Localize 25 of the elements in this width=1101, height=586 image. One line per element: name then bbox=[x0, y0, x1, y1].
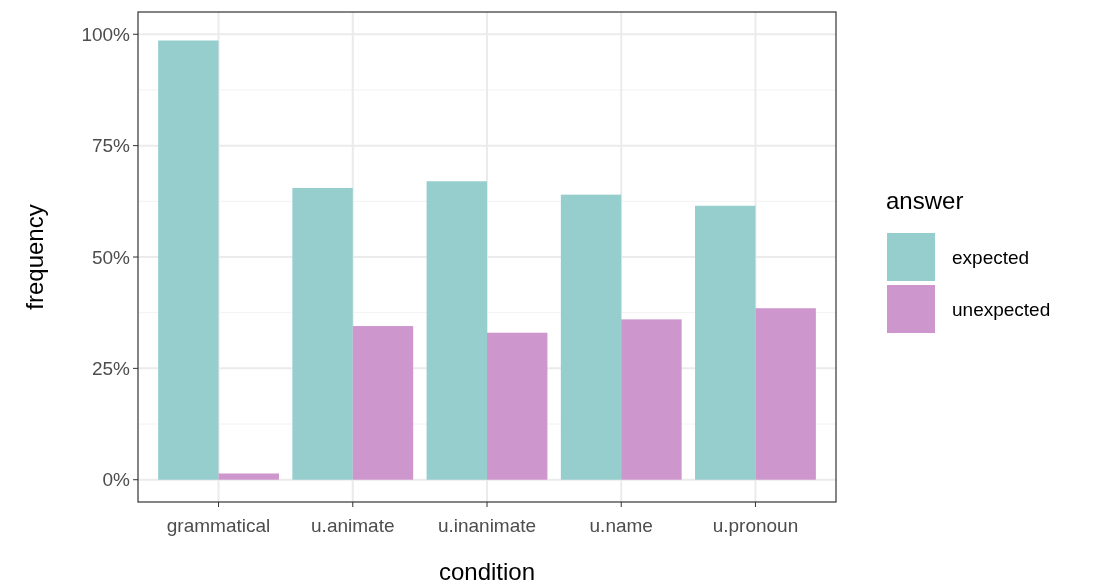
y-tick-label: 50% bbox=[91, 246, 131, 268]
bar bbox=[292, 187, 353, 480]
bar bbox=[695, 205, 756, 480]
x-tick-label: u.inanimate bbox=[437, 515, 537, 536]
bar bbox=[755, 308, 816, 480]
y-tick-label: 0% bbox=[102, 469, 131, 491]
bar bbox=[426, 181, 487, 480]
y-tick-label: 100% bbox=[81, 23, 131, 45]
text: expected bbox=[952, 246, 1030, 268]
bar bbox=[560, 194, 622, 480]
bar bbox=[158, 40, 219, 480]
bar bbox=[621, 319, 682, 480]
x-axis-title: condition bbox=[438, 558, 536, 585]
y-tick-label: 25% bbox=[91, 358, 131, 380]
y-tick-label: 75% bbox=[91, 135, 131, 157]
text: unexpected bbox=[952, 298, 1051, 320]
x-tick-label: u.name bbox=[589, 515, 653, 536]
legend-title: answer bbox=[886, 187, 964, 214]
bar bbox=[352, 326, 414, 480]
x-tick-label: grammatical bbox=[166, 515, 271, 536]
x-tick-label: u.animate bbox=[311, 515, 395, 536]
bar bbox=[487, 332, 548, 480]
bar bbox=[218, 473, 279, 480]
x-tick-label: u.pronoun bbox=[712, 515, 799, 536]
y-axis-title: frequency bbox=[21, 204, 48, 310]
